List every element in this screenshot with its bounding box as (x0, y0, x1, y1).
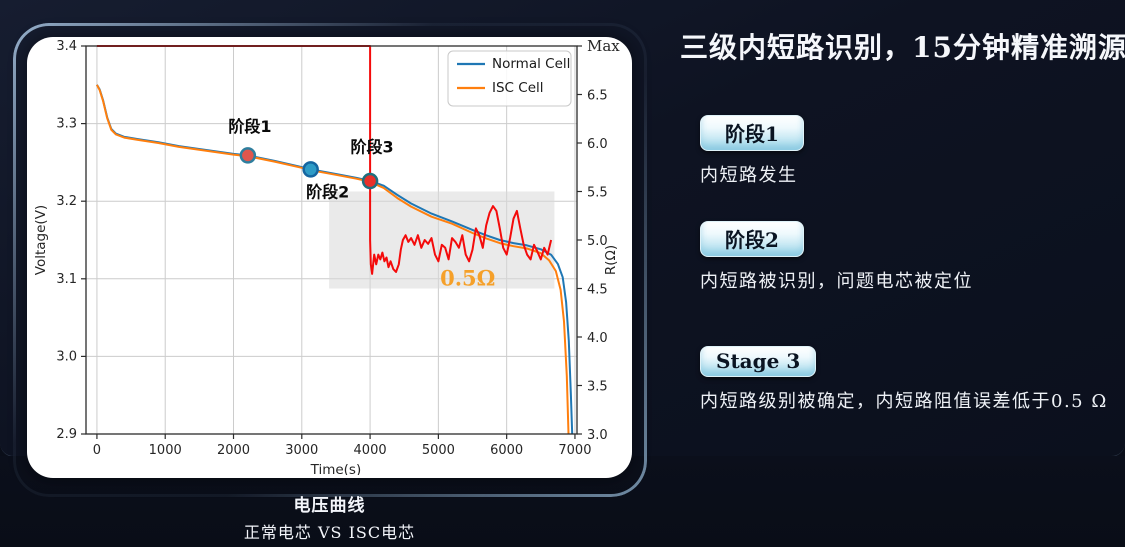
svg-text:7000: 7000 (558, 443, 591, 458)
caption-title: 电压曲线 (293, 496, 366, 515)
svg-text:3.0: 3.0 (56, 349, 77, 364)
svg-text:6.5: 6.5 (587, 89, 608, 104)
x-axis-label: Time(s) (310, 462, 362, 475)
stage-marker-3 (361, 172, 379, 190)
svg-text:3000: 3000 (285, 443, 318, 458)
stage-1-description: 内短路发生 (700, 165, 798, 186)
svg-text:2000: 2000 (217, 443, 250, 458)
svg-text:5000: 5000 (422, 443, 455, 458)
svg-text:5.5: 5.5 (587, 186, 608, 201)
stage-block-3: Stage 3 内短路级别被确定，内短路阻值误差低于0.5 Ω (700, 346, 1120, 413)
svg-text:ISC Cell: ISC Cell (492, 80, 544, 96)
tolerance-band (329, 191, 555, 289)
svg-text:3.0: 3.0 (587, 428, 608, 443)
stage-1-badge: 阶段1 (700, 115, 804, 151)
stage-3-description: 内短路级别被确定，内短路阻值误差低于0.5 Ω (700, 391, 1108, 412)
svg-text:Normal Cell: Normal Cell (492, 56, 570, 72)
svg-text:5.0: 5.0 (587, 234, 608, 249)
stage-marker-1 (239, 147, 257, 164)
right-axis-label: R(Ω) (603, 245, 619, 275)
svg-text:6.0: 6.0 (587, 137, 608, 152)
caption-subtitle: 正常电芯 VS ISC电芯 (243, 523, 416, 542)
voltage-chart-svg: 0 1000 2000 3000 4000 5000 6000 7000 2.9 3.0 3.1 3.… (33, 38, 620, 475)
svg-text:4000: 4000 (354, 443, 387, 458)
svg-text:2.9: 2.9 (56, 427, 77, 442)
svg-text:Max: Max (587, 38, 620, 55)
stage-marker-label-3: 阶段3 (351, 137, 394, 156)
stage-marker-label-1: 阶段1 (228, 117, 271, 136)
stage-2-description: 内短路被识别，问题电芯被定位 (700, 271, 973, 292)
left-axis-label: Voltage(V) (33, 205, 49, 275)
chart-legend: Normal Cell ISC Cell (447, 50, 572, 107)
stage-3-badge: Stage 3 (700, 346, 817, 377)
svg-text:3.4: 3.4 (56, 39, 77, 54)
resistance-annotation: 0.5Ω (440, 266, 495, 291)
svg-text:3.3: 3.3 (56, 117, 77, 132)
panel-title: 三级内短路识别，15分钟精准溯源 (680, 31, 1125, 64)
svg-text:4.5: 4.5 (587, 283, 608, 298)
svg-text:4.0: 4.0 (587, 331, 608, 346)
chart-card: 0 1000 2000 3000 4000 5000 6000 7000 2.9 3.0 3.1 3.… (27, 37, 632, 478)
series-isc-resistance (96, 45, 553, 275)
svg-text:1000: 1000 (149, 443, 182, 458)
stage-block-2: 阶段2 内短路被识别，问题电芯被定位 (700, 221, 1120, 293)
stage-block-1: 阶段1 内短路发生 (700, 115, 1120, 187)
stage-marker-label-2: 阶段2 (306, 182, 349, 201)
stage-2-badge: 阶段2 (700, 221, 804, 257)
svg-text:0: 0 (93, 443, 101, 458)
svg-text:3.1: 3.1 (56, 272, 77, 287)
svg-text:3.2: 3.2 (56, 194, 77, 209)
svg-text:6000: 6000 (490, 443, 523, 458)
axis-ticks: 0 1000 2000 3000 4000 5000 6000 7000 2.9 3.0 3.1 3.… (56, 38, 620, 458)
stage-marker-2 (302, 161, 319, 178)
svg-text:3.5: 3.5 (587, 380, 608, 395)
chart-caption: 电压曲线 正常电芯 VS ISC电芯 (27, 491, 632, 543)
